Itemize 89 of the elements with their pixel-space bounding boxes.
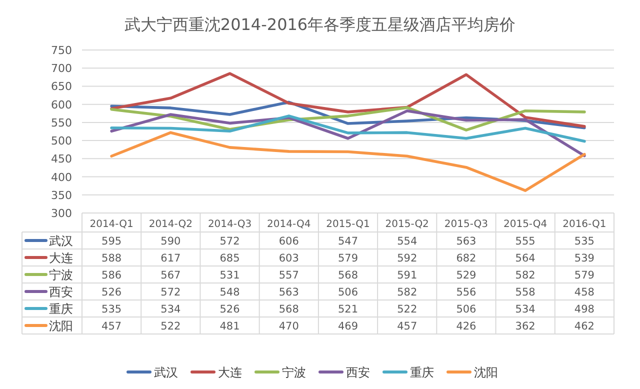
x-tick-label: 2015-Q1 [326, 219, 370, 230]
x-tick-label: 2014-Q2 [148, 219, 193, 230]
data-label: 539 [574, 252, 594, 264]
data-label: 682 [456, 252, 476, 264]
data-label: 534 [515, 304, 536, 316]
data-label: 590 [160, 236, 181, 248]
data-label: 579 [574, 270, 594, 282]
data-label: 617 [160, 252, 181, 264]
data-label: 568 [278, 304, 299, 316]
legend-label: 武汉 [49, 234, 73, 248]
data-label: 568 [338, 270, 358, 282]
legend-label: 重庆 [49, 302, 73, 316]
data-label: 470 [278, 320, 299, 332]
data-label: 526 [220, 304, 240, 316]
y-tick-label: 350 [51, 188, 72, 202]
text: 宁波 [282, 366, 306, 380]
data-label: 481 [220, 320, 240, 332]
legend-label: 沈阳 [49, 319, 73, 333]
data-label: 522 [397, 304, 418, 316]
data-label: 458 [574, 286, 594, 298]
data-label: 462 [574, 320, 594, 332]
data-label: 469 [338, 320, 358, 332]
data-label: 506 [456, 304, 477, 316]
data-label: 586 [102, 270, 122, 282]
data-label: 498 [574, 304, 594, 316]
data-label: 522 [160, 320, 181, 332]
y-tick-label: 750 [51, 44, 72, 57]
data-label: 558 [515, 286, 536, 298]
y-tick-label: 300 [51, 207, 72, 220]
y-tick-label: 450 [51, 152, 72, 166]
legend-label: 宁波 [49, 268, 73, 282]
data-label: 567 [160, 270, 181, 282]
data-label: 563 [456, 236, 476, 248]
line-series [110, 114, 586, 143]
text: 沈阳 [474, 366, 498, 380]
data-label: 457 [397, 320, 418, 332]
data-label: 582 [515, 270, 536, 282]
data-label: 579 [338, 252, 358, 264]
text: 大连 [218, 366, 242, 380]
data-label: 426 [456, 320, 477, 332]
data-label: 548 [220, 286, 240, 298]
data-label: 685 [220, 252, 240, 264]
data-label: 572 [160, 286, 181, 298]
y-tick-label: 400 [51, 170, 72, 184]
data-label: 521 [338, 304, 358, 316]
data-label: 603 [278, 252, 299, 264]
x-tick-label: 2015-Q3 [444, 219, 488, 230]
data-label: 557 [278, 270, 299, 282]
data-label: 564 [515, 252, 536, 264]
data-label: 535 [574, 236, 594, 248]
data-label: 506 [338, 286, 358, 298]
data-label: 588 [102, 252, 122, 264]
data-label: 554 [397, 236, 418, 248]
data-label: 592 [397, 252, 418, 264]
y-tick-label: 550 [51, 116, 72, 130]
data-label: 563 [278, 286, 299, 298]
chart-title: 武大宁西重沈2014-2016年各季度五星级酒店平均房价 [124, 15, 516, 34]
data-label: 547 [338, 236, 358, 248]
data-label: 457 [102, 320, 122, 332]
y-tick-label: 650 [51, 80, 72, 94]
text: 武汉 [154, 366, 178, 380]
data-label: 582 [397, 286, 418, 298]
x-tick-label: 2016-Q1 [562, 219, 606, 230]
data-label: 362 [515, 320, 536, 332]
y-tick-label: 500 [51, 134, 72, 148]
data-label: 529 [456, 270, 476, 282]
y-tick-label: 600 [51, 98, 72, 112]
data-label: 535 [102, 304, 122, 316]
x-tick-label: 2014-Q3 [208, 219, 252, 230]
x-tick-label: 2014-Q1 [90, 219, 134, 230]
text: 重庆 [410, 366, 434, 380]
line-series [110, 72, 586, 128]
text: 西安 [346, 366, 370, 380]
data-label: 556 [456, 286, 477, 298]
x-tick-label: 2015-Q4 [503, 219, 548, 230]
data-label: 606 [278, 236, 300, 248]
x-tick-label: 2015-Q2 [385, 219, 429, 230]
data-label: 555 [515, 236, 536, 248]
legend-label: 大连 [49, 251, 73, 265]
y-tick-label: 700 [51, 62, 72, 76]
data-label: 572 [220, 236, 240, 248]
data-label: 591 [397, 270, 418, 282]
data-label: 534 [160, 304, 182, 316]
data-label: 531 [220, 270, 240, 282]
x-tick-label: 2014-Q4 [267, 219, 311, 230]
legend-label: 西安 [49, 285, 73, 299]
data-label: 526 [102, 286, 122, 298]
line-series [110, 131, 586, 192]
data-label: 595 [102, 236, 122, 248]
